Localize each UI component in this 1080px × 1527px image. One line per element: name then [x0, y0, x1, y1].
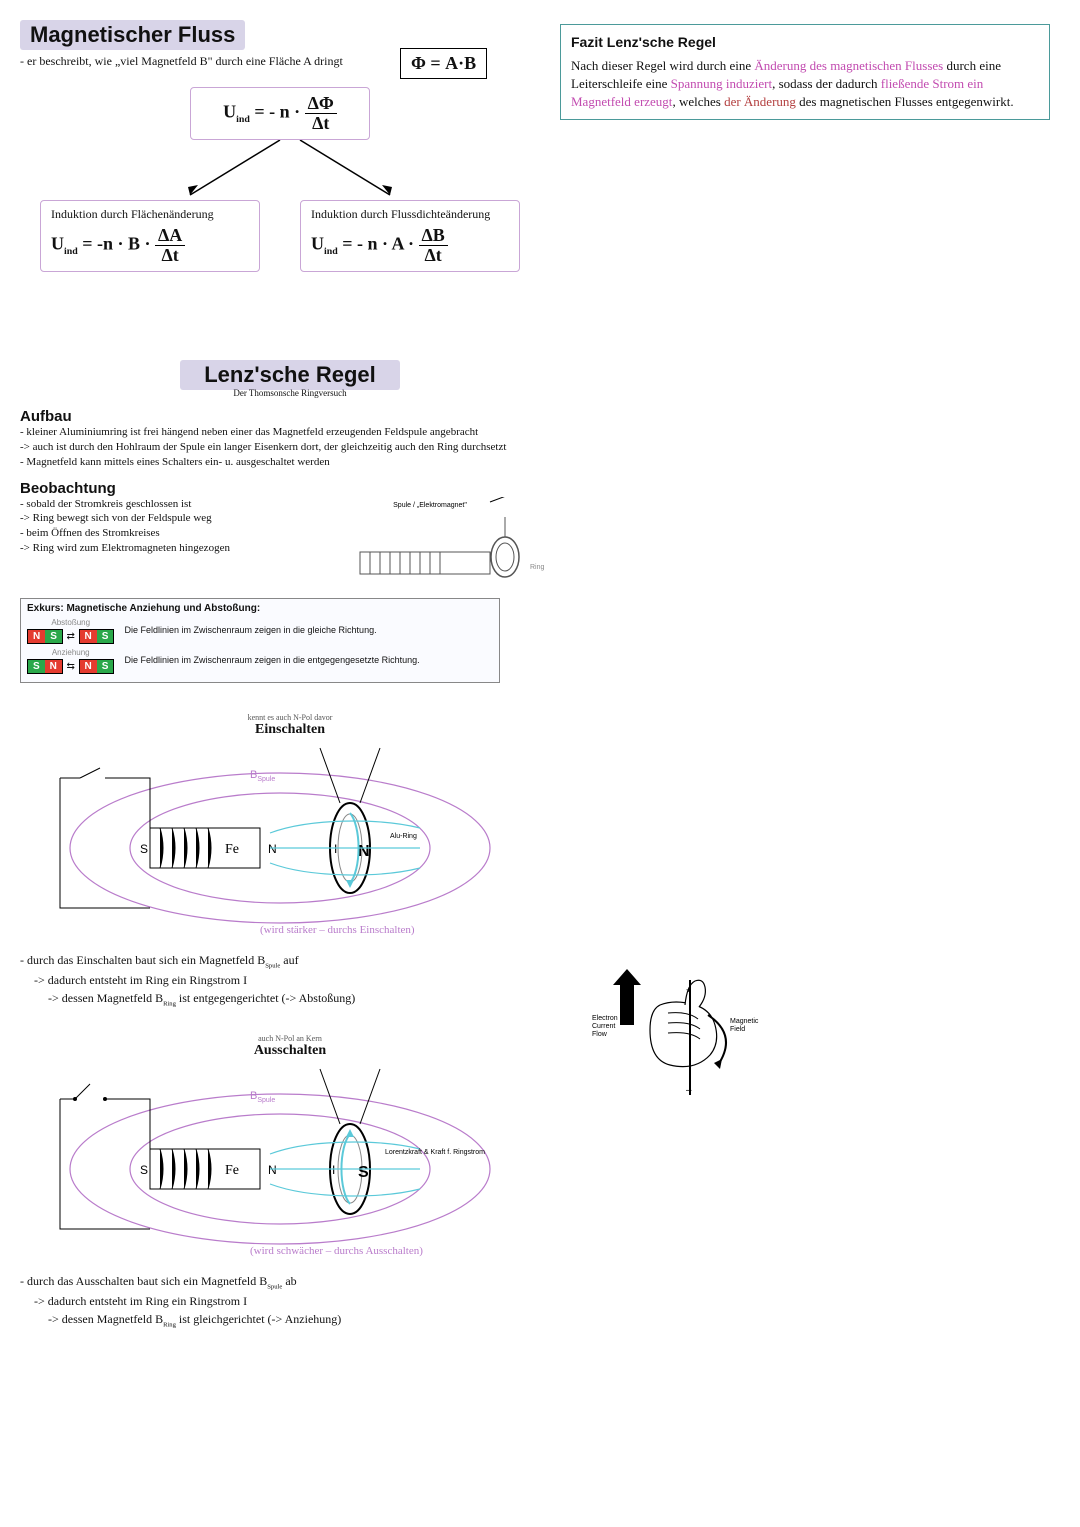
- svg-text:BSpule: BSpule: [250, 1090, 275, 1104]
- beob-item: - beim Öffnen des Stromkreises: [20, 526, 320, 541]
- aufbau-list: - kleiner Aluminiumring ist frei hängend…: [20, 425, 560, 470]
- desc-highlight: wie „viel Magnetfeld B" durch eine Fläch…: [95, 54, 343, 68]
- right-hand-rule-sketch: Electron Current Flow Magnetic Field + –: [590, 965, 770, 1105]
- split-boxes: Induktion durch Flächenänderung Uind = -…: [20, 200, 540, 272]
- title-lenz: Lenz'sche Regel: [180, 360, 400, 390]
- beob-item: -> Ring bewegt sich von der Feldspule we…: [20, 511, 320, 526]
- exkurs-row-repulsion: Abstoßung NS ⇄ NS Die Feldlinien im Zwis…: [27, 618, 493, 644]
- svg-text:Fe: Fe: [225, 1163, 239, 1178]
- einschalten-svg: BSpule S N Fe I N: [20, 738, 500, 938]
- ausschalten-svg: BSpule S N Fe I S: [20, 1059, 500, 1259]
- svg-text:S: S: [358, 1164, 369, 1181]
- beobachtung-list: - sobald der Stromkreis geschlossen ist …: [20, 497, 320, 590]
- fe-label: Fe: [225, 842, 239, 857]
- subtitle-lenz: Der Thomsonsche Ringversuch: [20, 388, 560, 398]
- pole-n-label: N: [268, 842, 277, 856]
- formula-uind-main: Uind = - n · ΔΦΔt: [190, 87, 370, 140]
- beob-item: -> Ring wird zum Elektromagneten hingezo…: [20, 541, 320, 556]
- title-magnetischer-fluss: Magnetischer Fluss: [20, 20, 245, 50]
- svg-text:Flow: Flow: [592, 1031, 608, 1038]
- svg-text:N: N: [268, 1163, 277, 1177]
- box-area-change: Induktion durch Flächenänderung Uind = -…: [40, 200, 260, 272]
- magnet-icon: NS: [79, 629, 115, 644]
- ring-n-label: N: [358, 843, 370, 860]
- svg-text:(wird schwächer – durchs Aussc: (wird schwächer – durchs Ausschalten): [250, 1245, 423, 1257]
- aufbau-item: -> auch ist durch den Hohlraum der Spule…: [20, 440, 560, 455]
- heading-beobachtung: Beobachtung: [20, 480, 560, 497]
- split-arrows: [170, 140, 410, 210]
- electron-flow-label: Electron: [592, 1015, 618, 1022]
- einschalten-caption: (wird stärker – durchs Einschalten): [260, 924, 415, 936]
- aufbau-item: - kleiner Aluminiumring ist frei hängend…: [20, 425, 560, 440]
- setup-ring-label: Ring: [530, 564, 545, 571]
- svg-text:–: –: [686, 1085, 692, 1096]
- section-lenz: Lenz'sche Regel Der Thomsonsche Ringvers…: [20, 360, 560, 1331]
- uind-den: Δt: [309, 114, 332, 133]
- diagram-einschalten: kennt es auch N-Pol davor Einschalten BS…: [20, 713, 560, 941]
- ausschalten-title: Ausschalten: [20, 1043, 560, 1059]
- i-label: I: [334, 842, 337, 856]
- beob-item: - sobald der Stromkreis geschlossen ist: [20, 497, 320, 512]
- diagram-ausschalten: auch N-Pol an Kern Ausschalten BSpule S …: [20, 1034, 560, 1262]
- svg-text:Field: Field: [730, 1026, 745, 1033]
- einschalten-title: Einschalten: [20, 722, 560, 738]
- formula-phi: Φ = A·B: [400, 48, 487, 79]
- magnet-icon: NS: [79, 659, 115, 674]
- fazit-text: Nach dieser Regel wird durch eine Änderu…: [571, 57, 1039, 112]
- pole-s-label: S: [140, 842, 148, 856]
- magnetic-field-label: Magnetic: [730, 1018, 759, 1025]
- aufbau-item: - Magnetfeld kann mittels eines Schalter…: [20, 455, 560, 470]
- magnet-icon: SN: [27, 659, 63, 674]
- uind-num: ΔΦ: [305, 94, 337, 114]
- section-magnetischer-fluss: Magnetischer Fluss - er beschreibt, wie …: [20, 20, 540, 272]
- svg-text:I: I: [332, 1163, 335, 1177]
- magnet-icon: NS: [27, 629, 63, 644]
- einschalten-notes: - durch das Einschalten baut sich ein Ma…: [20, 951, 560, 1010]
- exkurs-text-2: Die Feldlinien im Zwischenraum zeigen in…: [124, 655, 419, 666]
- eq-area-change: Uind = -n · B · ΔAΔt: [51, 226, 249, 265]
- exkurs-text-1: Die Feldlinien im Zwischenraum zeigen in…: [124, 625, 376, 636]
- setup-sketch: Spule / „Elektromagnet" Ring: [330, 497, 550, 590]
- svg-text:S: S: [140, 1163, 148, 1177]
- eq-flux-density-change: Uind = - n · A · ΔBΔt: [311, 226, 509, 265]
- exkurs-title: Exkurs: Magnetische Anziehung und Abstoß…: [27, 603, 493, 614]
- fazit-title: Fazit Lenz'sche Regel: [571, 33, 1039, 53]
- ring-note-label: Alu-Ring: [390, 833, 417, 840]
- b-spule-label: BSpule: [250, 769, 275, 783]
- desc-prefix: - er beschreibt,: [20, 54, 95, 68]
- svg-text:Current: Current: [592, 1023, 615, 1030]
- exkurs-box: Exkurs: Magnetische Anziehung und Abstoß…: [20, 598, 500, 683]
- uind-sub: ind: [236, 114, 250, 125]
- heading-aufbau: Aufbau: [20, 408, 560, 425]
- ausschalten-notes: - durch das Ausschalten baut sich ein Ma…: [20, 1272, 560, 1331]
- setup-top-label: Spule / „Elektromagnet": [393, 502, 467, 509]
- svg-text:+: +: [686, 985, 691, 995]
- fazit-box: Fazit Lenz'sche Regel Nach dieser Regel …: [560, 24, 1050, 120]
- uind-lhs: U: [223, 102, 236, 122]
- uind-mid: = - n ·: [250, 102, 305, 122]
- box-flux-density-change: Induktion durch Flussdichteänderung Uind…: [300, 200, 520, 272]
- exkurs-row-attraction: Anziehung SN ⇆ NS Die Feldlinien im Zwis…: [27, 648, 493, 674]
- svg-text:Lorentzkraft & Kraft f. Ringst: Lorentzkraft & Kraft f. Ringstrom: [385, 1149, 485, 1156]
